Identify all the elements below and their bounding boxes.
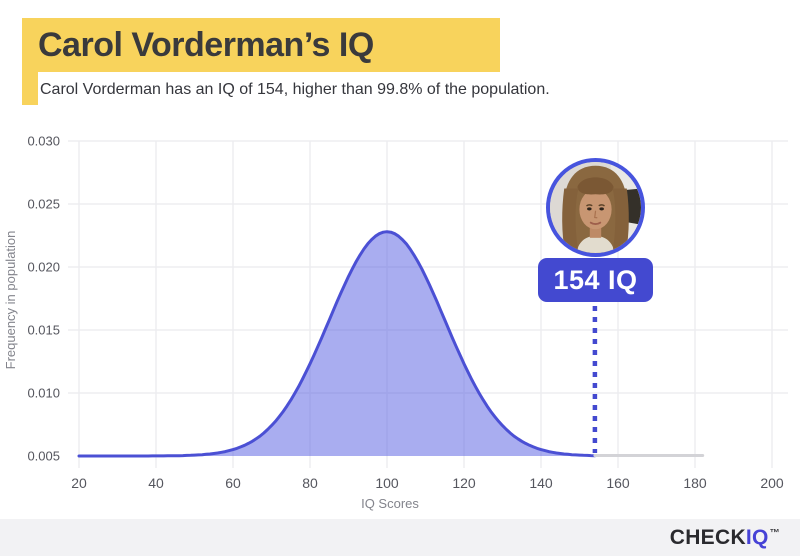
svg-text:0.010: 0.010 bbox=[27, 386, 60, 401]
svg-text:80: 80 bbox=[302, 475, 318, 491]
carol-vorderman-avatar bbox=[546, 158, 645, 257]
svg-text:140: 140 bbox=[529, 475, 553, 491]
svg-text:0.030: 0.030 bbox=[27, 134, 60, 149]
portrait-illustration bbox=[550, 162, 641, 253]
svg-text:IQ Scores: IQ Scores bbox=[361, 496, 419, 511]
svg-text:0.020: 0.020 bbox=[27, 260, 60, 275]
title-highlight-strip bbox=[22, 72, 38, 105]
svg-text:0.005: 0.005 bbox=[27, 449, 60, 464]
logo-iq-text: IQ bbox=[745, 525, 769, 549]
iq-score-label: 154 IQ bbox=[553, 264, 638, 295]
iq-score-badge: 154 IQ bbox=[538, 258, 653, 302]
title-highlight-block bbox=[22, 18, 500, 72]
svg-text:100: 100 bbox=[375, 475, 399, 491]
page-title: Carol Vorderman’s IQ bbox=[38, 26, 374, 64]
iq-distribution-chart: 0.005 0.010 0.015 0.020 0.025 0.030 20 40 60 80 10… bbox=[3, 134, 788, 511]
svg-text:20: 20 bbox=[71, 475, 87, 491]
trademark-symbol: ™ bbox=[769, 527, 780, 539]
svg-text:180: 180 bbox=[683, 475, 707, 491]
logo-check-text: CHECK bbox=[669, 525, 746, 549]
checkiq-logo: CHECKIQ™ bbox=[670, 526, 780, 550]
footer-bar: CHECKIQ™ bbox=[0, 519, 800, 556]
svg-text:Frequency in population: Frequency in population bbox=[3, 231, 18, 370]
svg-text:0.015: 0.015 bbox=[27, 323, 60, 338]
svg-text:60: 60 bbox=[225, 475, 241, 491]
svg-text:40: 40 bbox=[148, 475, 164, 491]
svg-text:160: 160 bbox=[606, 475, 630, 491]
svg-text:120: 120 bbox=[452, 475, 476, 491]
page-subtitle: Carol Vorderman has an IQ of 154, higher… bbox=[40, 81, 550, 98]
svg-text:200: 200 bbox=[760, 475, 784, 491]
svg-text:0.025: 0.025 bbox=[27, 197, 60, 212]
